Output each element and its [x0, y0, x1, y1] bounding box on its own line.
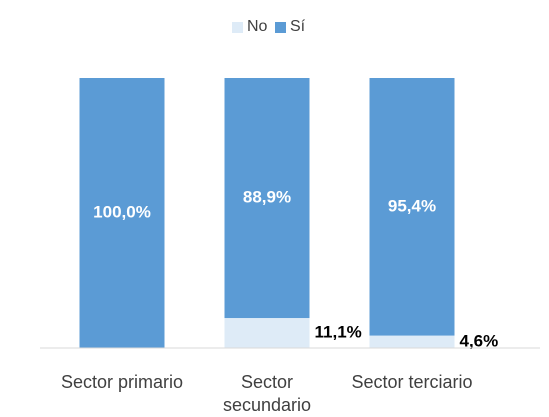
- data-label: 11,1%: [315, 322, 362, 341]
- x-tick-label: Sector secundario: [222, 372, 312, 415]
- bar-segment: [224, 78, 310, 319]
- legend-swatch: [275, 21, 286, 33]
- legend-label: No: [247, 18, 268, 35]
- legend-label: Sí: [290, 18, 306, 35]
- bar-segment: [369, 335, 455, 348]
- legend-item: No: [232, 18, 267, 36]
- legend-swatch: [232, 21, 243, 33]
- data-label: 100,0%: [93, 202, 151, 221]
- data-label: 88,9%: [243, 187, 291, 206]
- bar-segment: [79, 78, 165, 348]
- data-label: 4,6%: [460, 331, 499, 350]
- x-tick-label: Sector terciario: [351, 372, 473, 392]
- legend-item: Sí: [275, 18, 305, 36]
- bar-segment: [224, 318, 310, 348]
- bar-segment: [369, 78, 455, 336]
- x-tick-label: Sector primario: [60, 372, 184, 392]
- data-label: 95,4%: [388, 196, 436, 215]
